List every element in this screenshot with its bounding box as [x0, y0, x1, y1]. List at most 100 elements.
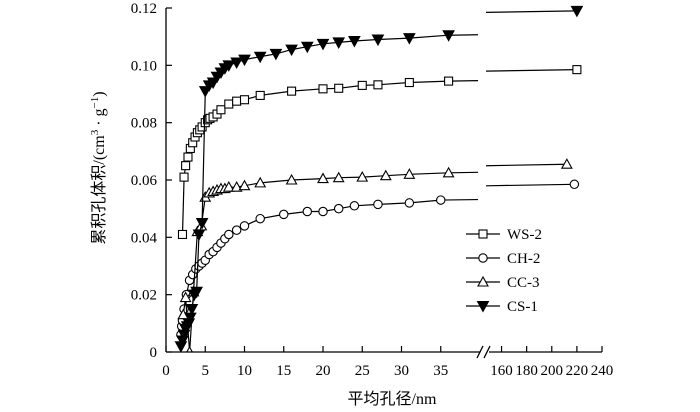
data-point [216, 105, 226, 115]
data-point [379, 169, 392, 181]
data-point [239, 95, 250, 105]
ticks-layer: 0 0.02 0.04 0.06 0.08 0.10 0.12 0 5 10 15 20 25 30 35 1… [131, 1, 614, 379]
series-extension [448, 34, 479, 36]
data-point [570, 5, 584, 18]
series-ws-2 [177, 65, 582, 240]
legend-item-ws-2: WS-2 [466, 227, 542, 243]
data-point [185, 304, 199, 316]
data-point [254, 176, 267, 188]
data-point [332, 37, 346, 49]
x-tick-label: 15 [276, 363, 291, 379]
legend-marker [478, 253, 488, 263]
series-extension [448, 80, 479, 82]
data-point [348, 35, 361, 48]
data-point [285, 173, 298, 185]
series-tail-line [485, 163, 567, 167]
legend-label: CH-2 [507, 251, 540, 267]
data-point [224, 99, 234, 109]
data-point [300, 41, 314, 54]
data-point [403, 33, 416, 45]
legend: WS-2 CH-2 CC-3 CS-1 [466, 227, 542, 315]
data-point [371, 34, 385, 47]
x-tick-label: 0 [162, 363, 170, 379]
data-point [404, 77, 414, 88]
x-axis-title: 平均孔径/nm [348, 390, 437, 408]
x-tick-label: 25 [355, 363, 370, 379]
data-point [356, 171, 369, 182]
data-point [177, 229, 188, 240]
data-point [287, 86, 297, 96]
data-point [318, 206, 328, 217]
data-point [357, 80, 367, 90]
data-point [442, 166, 455, 178]
data-point [302, 206, 313, 217]
series-line-ch-2 [180, 199, 441, 335]
data-point [230, 181, 243, 192]
data-point [253, 51, 267, 64]
data-point [190, 286, 203, 299]
y-tick-label: 0.08 [131, 116, 157, 132]
data-point [232, 96, 242, 106]
data-point [239, 221, 250, 231]
x-tick-label: 20 [316, 363, 331, 379]
series-tail-line [485, 10, 577, 13]
data-point [269, 48, 283, 61]
data-point [179, 172, 189, 182]
legend-label: CS-1 [507, 299, 538, 315]
x-tick-label: 30 [394, 363, 409, 379]
data-point [183, 312, 197, 325]
x-tick-label: 220 [566, 363, 589, 379]
data-point [278, 209, 289, 220]
axis-break-mark [476, 345, 491, 359]
y-tick-label: 0 [150, 345, 158, 361]
legend-marker [477, 275, 489, 287]
legend-marker [476, 301, 490, 313]
data-point [349, 201, 360, 211]
data-point [316, 38, 330, 51]
data-point [569, 179, 580, 190]
data-point [222, 181, 235, 192]
y-axis-title: 累积孔体积/(cm3 · g−1) [89, 91, 108, 244]
y-tick-label: 0.10 [131, 58, 157, 74]
data-point [183, 152, 193, 162]
series-cs-1 [174, 5, 584, 352]
data-point [404, 198, 415, 208]
data-point [238, 54, 251, 67]
data-point [442, 30, 455, 42]
data-point [181, 161, 191, 171]
y-tick-label: 0.12 [131, 1, 157, 17]
data-point [285, 44, 298, 57]
data-point [373, 80, 383, 90]
data-point [444, 76, 454, 86]
series-extension [448, 171, 479, 174]
legend-item-ch-2: CH-2 [466, 251, 540, 267]
x-tick-label: 10 [237, 363, 252, 379]
data-point [238, 179, 251, 191]
data-point [195, 218, 209, 230]
data-point [334, 83, 344, 93]
series-tail-line [485, 183, 575, 187]
series-layer [174, 5, 584, 352]
data-point [560, 158, 573, 169]
y-tick-label: 0.06 [131, 173, 158, 189]
data-point [333, 203, 344, 214]
legend-item-cs-1: CS-1 [466, 299, 538, 315]
data-point [318, 84, 328, 94]
x-tick-label: 160 [490, 363, 513, 379]
x-tick-label: 180 [515, 363, 538, 379]
data-point [435, 195, 446, 205]
data-point [572, 65, 582, 75]
series-extension [440, 198, 479, 201]
legend-label: CC-3 [507, 275, 540, 291]
data-point [231, 225, 242, 235]
x-tick-label: 5 [202, 363, 210, 379]
data-point [222, 60, 236, 72]
data-point [179, 291, 192, 303]
series-tail-line [485, 69, 577, 72]
x-tick-label: 35 [433, 363, 448, 379]
data-point [230, 57, 243, 70]
y-tick-label: 0.04 [131, 230, 158, 246]
data-point [332, 171, 345, 183]
data-point [255, 90, 265, 100]
